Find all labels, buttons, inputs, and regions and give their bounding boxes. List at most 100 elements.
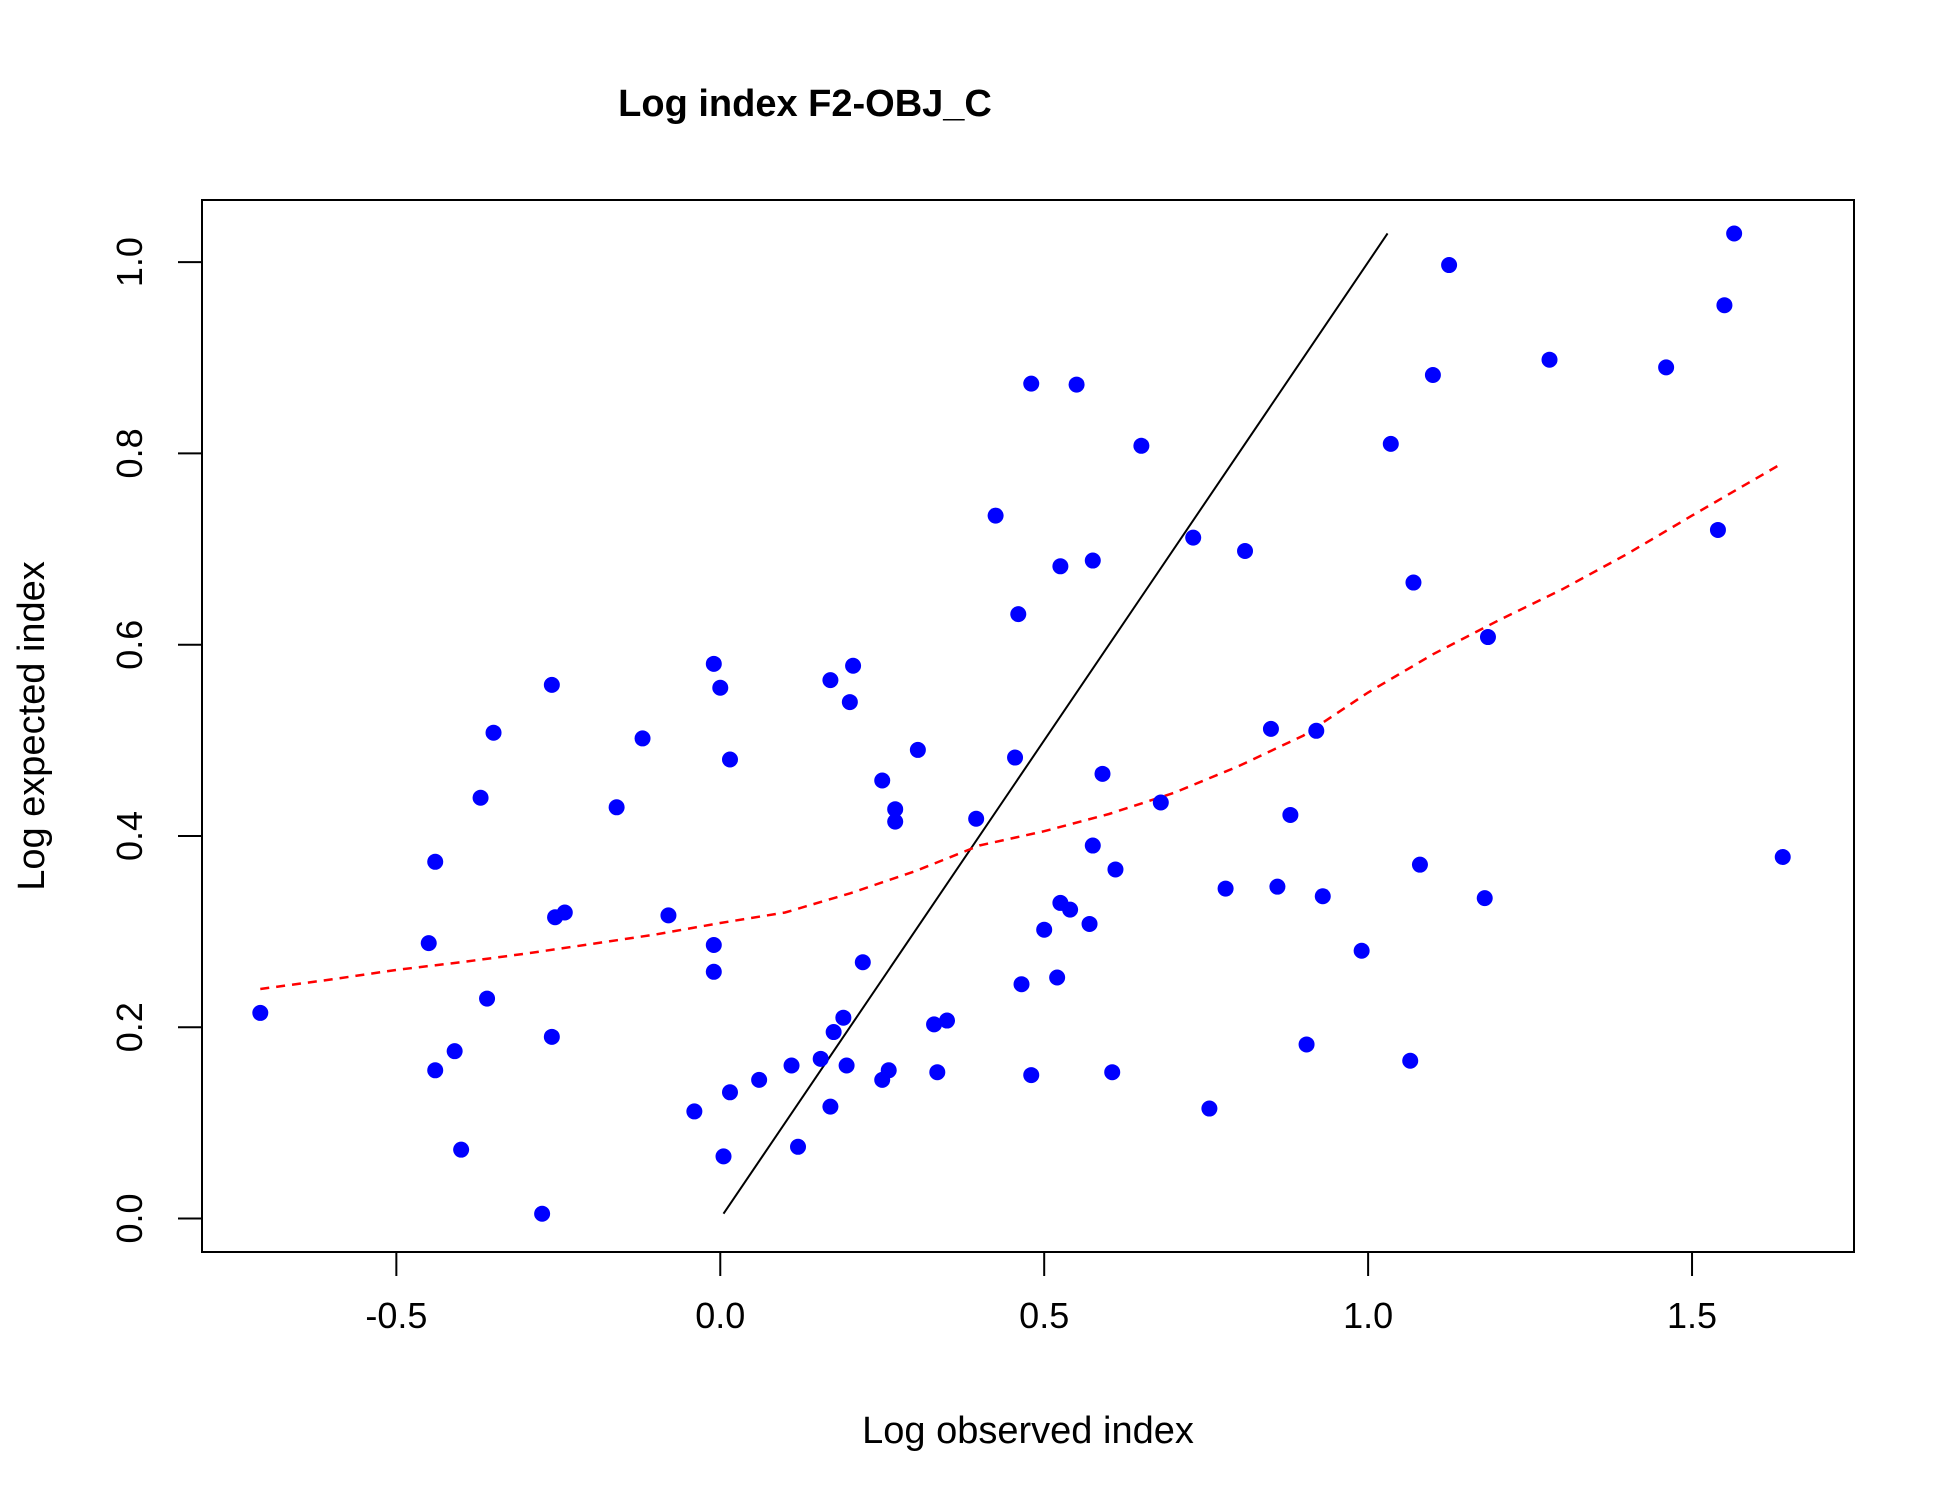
data-point	[790, 1138, 807, 1155]
data-point	[608, 799, 625, 816]
data-point	[1084, 552, 1101, 569]
data-point	[1094, 765, 1111, 782]
data-point	[1104, 1064, 1121, 1081]
data-point	[543, 1028, 560, 1045]
data-point	[1052, 558, 1069, 575]
data-point	[1282, 806, 1299, 823]
data-point	[485, 724, 502, 741]
data-point	[534, 1205, 551, 1222]
data-point	[721, 751, 738, 768]
data-point	[472, 789, 489, 806]
data-point	[556, 904, 573, 921]
data-point	[1716, 297, 1733, 314]
data-point	[1658, 359, 1675, 376]
data-point	[1476, 890, 1493, 907]
data-point	[705, 937, 722, 954]
data-point	[909, 741, 926, 758]
data-point	[939, 1012, 956, 1029]
data-point	[446, 1043, 463, 1060]
data-point	[835, 1009, 852, 1026]
data-point	[822, 672, 839, 689]
trend-line	[260, 461, 1784, 991]
data-point	[1068, 376, 1085, 393]
y-tick-label: 0.0	[109, 1194, 150, 1244]
data-point	[1023, 375, 1040, 392]
y-axis-label: Log expected index	[11, 561, 53, 891]
data-point	[427, 853, 444, 870]
data-point	[783, 1057, 800, 1074]
data-point	[420, 935, 437, 952]
chart-title: Log index F2-OBJ_C	[618, 83, 992, 125]
data-point	[887, 801, 904, 818]
data-point	[1010, 606, 1027, 623]
data-points	[252, 225, 1791, 1222]
y-tick-label: 0.6	[109, 620, 150, 670]
data-point	[1262, 720, 1279, 737]
data-point	[987, 507, 1004, 524]
data-point	[427, 1062, 444, 1079]
data-point	[1049, 969, 1066, 986]
data-point	[712, 679, 729, 696]
data-point	[1479, 629, 1496, 646]
data-point	[1107, 861, 1124, 878]
data-point	[1726, 225, 1743, 242]
x-tick-label: -0.5	[365, 1295, 427, 1336]
data-point	[1084, 837, 1101, 854]
data-point	[1411, 856, 1428, 873]
data-point	[926, 1016, 943, 1033]
data-point	[880, 1062, 897, 1079]
data-point	[1709, 521, 1726, 538]
data-point	[929, 1064, 946, 1081]
data-point	[1308, 722, 1325, 739]
data-point	[1382, 435, 1399, 452]
data-point	[543, 676, 560, 693]
data-point	[1217, 880, 1234, 897]
data-point	[1353, 942, 1370, 959]
data-point	[825, 1024, 842, 1041]
y-axis: 0.0 0.2 0.4 0.6 0.8 1.0	[109, 237, 203, 1244]
x-tick-label: 1.0	[1343, 1295, 1393, 1336]
data-point	[874, 772, 891, 789]
data-point	[968, 810, 985, 827]
data-point	[1081, 915, 1098, 932]
data-point	[1424, 367, 1441, 384]
data-point	[1402, 1052, 1419, 1069]
x-tick-label: 1.5	[1667, 1295, 1717, 1336]
data-point	[1007, 749, 1024, 766]
data-point	[1013, 976, 1030, 993]
data-point	[887, 813, 904, 830]
data-point	[1185, 529, 1202, 546]
data-point	[838, 1057, 855, 1074]
data-point	[1152, 794, 1169, 811]
data-point	[1062, 901, 1079, 918]
data-point	[1774, 849, 1791, 866]
data-point	[1133, 437, 1150, 454]
data-point	[854, 954, 871, 971]
data-point	[1201, 1100, 1218, 1117]
data-point	[479, 990, 496, 1007]
y-tick-label: 0.4	[109, 811, 150, 861]
data-point	[1023, 1067, 1040, 1084]
x-axis: -0.5 0.0 0.5 1.0 1.5	[365, 1251, 1717, 1336]
y-tick-label: 0.2	[109, 1002, 150, 1052]
data-point	[1036, 921, 1053, 938]
data-point	[751, 1071, 768, 1088]
data-point	[660, 907, 677, 924]
data-point	[1314, 888, 1331, 905]
data-point	[721, 1084, 738, 1101]
data-point	[1541, 351, 1558, 368]
y-tick-label: 1.0	[109, 237, 150, 287]
data-point	[1441, 257, 1458, 274]
data-point	[252, 1004, 269, 1021]
data-point	[686, 1103, 703, 1120]
y-tick-label: 0.8	[109, 428, 150, 478]
data-point	[453, 1141, 470, 1158]
plot-frame	[201, 199, 1855, 1253]
data-point	[1269, 878, 1286, 895]
data-point	[715, 1148, 732, 1165]
data-point	[841, 694, 858, 711]
x-tick-label: 0.0	[695, 1295, 745, 1336]
data-point	[1298, 1036, 1315, 1053]
data-point	[705, 655, 722, 672]
